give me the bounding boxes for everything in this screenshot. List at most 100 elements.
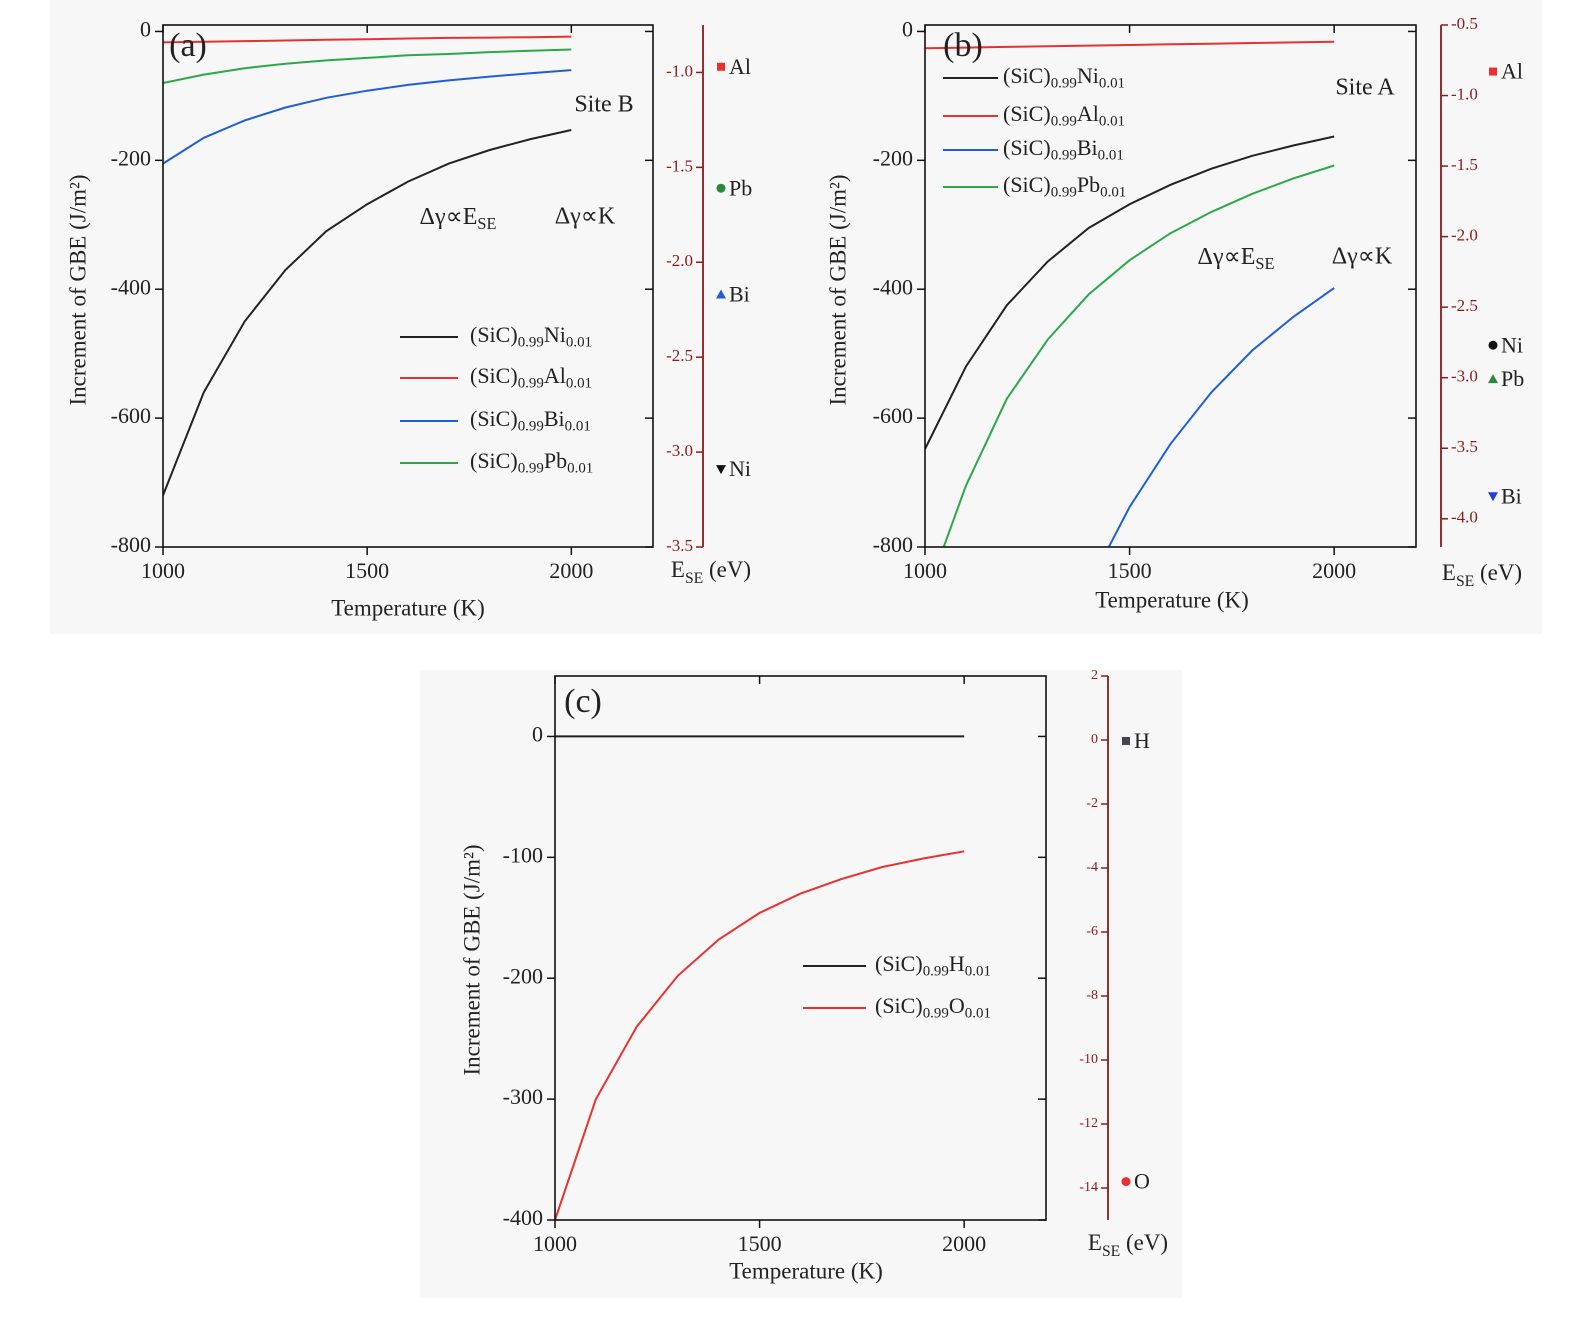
point-label: Pb <box>729 175 752 200</box>
y2-tick-label: -2.5 <box>1451 296 1478 315</box>
legend-label: (SiC)0.99Ni0.01 <box>1003 63 1125 92</box>
y-tick-label: -400 <box>873 274 913 299</box>
x-tick-label: 2000 <box>942 1231 986 1256</box>
legend-label: (SiC)0.99Ni0.01 <box>470 322 592 351</box>
x-tick-label: 1000 <box>903 558 947 583</box>
y2-tick-label: -2.0 <box>1451 226 1478 245</box>
panel-background <box>420 670 1182 1298</box>
point <box>716 183 726 193</box>
annotation: Site A <box>1335 75 1395 101</box>
panel-label: (a) <box>169 27 207 64</box>
legend-label: (SiC)0.99H0.01 <box>875 951 991 980</box>
y2-axis-title: ESE (eV) <box>1442 560 1522 589</box>
x-axis-title: Temperature (K) <box>729 1258 883 1283</box>
x-tick-label: 1500 <box>1108 558 1152 583</box>
x-axis-title: Temperature (K) <box>331 595 485 620</box>
plot-frame <box>924 24 1417 548</box>
y2-tick-label: -10 <box>1079 1052 1098 1067</box>
y-tick-label: -600 <box>873 403 913 428</box>
panel-label: (c) <box>564 683 602 720</box>
x-tick-label: 1000 <box>533 1231 577 1256</box>
data-line <box>163 35 572 44</box>
data-line <box>942 164 1335 547</box>
y-tick-label: 0 <box>532 721 543 746</box>
y2-tick-label: -0.5 <box>1451 14 1478 33</box>
x-axis-title: Temperature (K) <box>1095 587 1249 612</box>
data-line <box>163 69 572 165</box>
plot-frame <box>162 24 654 548</box>
y2-tick-label: -3.0 <box>666 441 693 460</box>
annotation: Δγ∝ESE <box>420 204 497 233</box>
data-line <box>163 129 572 496</box>
x-tick-label: 1000 <box>141 558 185 583</box>
y2-tick-label: -1.0 <box>666 61 693 80</box>
legend-label: (SiC)0.99Pb0.01 <box>470 448 593 477</box>
y-tick-label: -200 <box>873 145 913 170</box>
y2-tick-label: -4.0 <box>1451 508 1478 527</box>
legend-label: (SiC)0.99Al0.01 <box>470 363 592 392</box>
y-tick-label: -600 <box>111 403 151 428</box>
point-label: Bi <box>1501 483 1522 508</box>
legend-label: (SiC)0.99Bi0.01 <box>470 406 591 435</box>
y-axis-title: Increment of GBE (J/m²) <box>65 174 90 405</box>
y-tick-label: -200 <box>111 145 151 170</box>
data-line <box>925 40 1335 50</box>
y2-tick-label: -8 <box>1086 988 1098 1003</box>
point-label: Al <box>1501 59 1523 84</box>
data-line <box>555 850 965 1220</box>
point-label: O <box>1134 1169 1150 1194</box>
legend-label: (SiC)0.99O0.01 <box>875 993 991 1022</box>
y2-tick-label: -3.5 <box>1451 437 1478 456</box>
point <box>1488 492 1498 502</box>
point <box>1489 67 1497 76</box>
point-label: Ni <box>1501 332 1523 357</box>
point <box>717 62 725 71</box>
y-tick-label: -400 <box>111 274 151 299</box>
y2-tick-label: -2.0 <box>666 251 693 270</box>
y2-tick-label: -1.0 <box>1451 84 1478 103</box>
y-axis-title: Increment of GBE (J/m²) <box>459 844 484 1075</box>
y2-tick-label: 2 <box>1091 668 1098 683</box>
y2-tick-label: -3.0 <box>1451 367 1478 386</box>
legend-label: (SiC)0.99Al0.01 <box>1003 101 1125 130</box>
panel-background <box>50 0 1542 634</box>
panel-label: (b) <box>943 27 983 64</box>
point-label: H <box>1134 728 1150 753</box>
y-tick-label: -300 <box>503 1084 543 1109</box>
y-tick-label: 0 <box>140 16 151 41</box>
y2-tick-label: -2.5 <box>666 346 693 365</box>
plot-frame <box>554 675 1047 1221</box>
point-label: Al <box>729 54 751 79</box>
data-line <box>1107 287 1335 547</box>
y-tick-label: -200 <box>503 963 543 988</box>
point-label: Pb <box>1501 366 1524 391</box>
y-axis-title: Increment of GBE (J/m²) <box>825 174 850 405</box>
y-tick-label: 0 <box>902 16 913 41</box>
annotation: Site B <box>574 92 633 118</box>
x-tick-label: 1500 <box>345 558 389 583</box>
data-line <box>925 135 1335 450</box>
y-tick-label: -100 <box>503 842 543 867</box>
annotation: Δγ∝K <box>1332 244 1393 270</box>
y2-tick-label: -12 <box>1079 1116 1098 1131</box>
data-line <box>163 48 572 84</box>
point <box>716 289 726 299</box>
x-tick-label: 1500 <box>738 1231 782 1256</box>
y-tick-label: -800 <box>873 532 913 557</box>
point-label: Ni <box>729 456 751 481</box>
y2-axis-title: ESE (eV) <box>671 557 751 586</box>
y2-tick-label: -2 <box>1086 796 1098 811</box>
legend-label: (SiC)0.99Pb0.01 <box>1003 172 1126 201</box>
y2-tick-label: -1.5 <box>1451 155 1478 174</box>
point <box>1122 736 1130 745</box>
legend-label: (SiC)0.99Bi0.01 <box>1003 135 1124 164</box>
y-tick-label: -400 <box>503 1205 543 1230</box>
x-tick-label: 2000 <box>549 558 593 583</box>
point <box>1488 374 1498 384</box>
y2-tick-label: -3.5 <box>666 536 693 555</box>
annotation: Δγ∝ESE <box>1198 244 1275 273</box>
y2-tick-label: -4 <box>1086 860 1098 875</box>
y2-tick-label: -6 <box>1086 924 1098 939</box>
x-tick-label: 2000 <box>1312 558 1356 583</box>
